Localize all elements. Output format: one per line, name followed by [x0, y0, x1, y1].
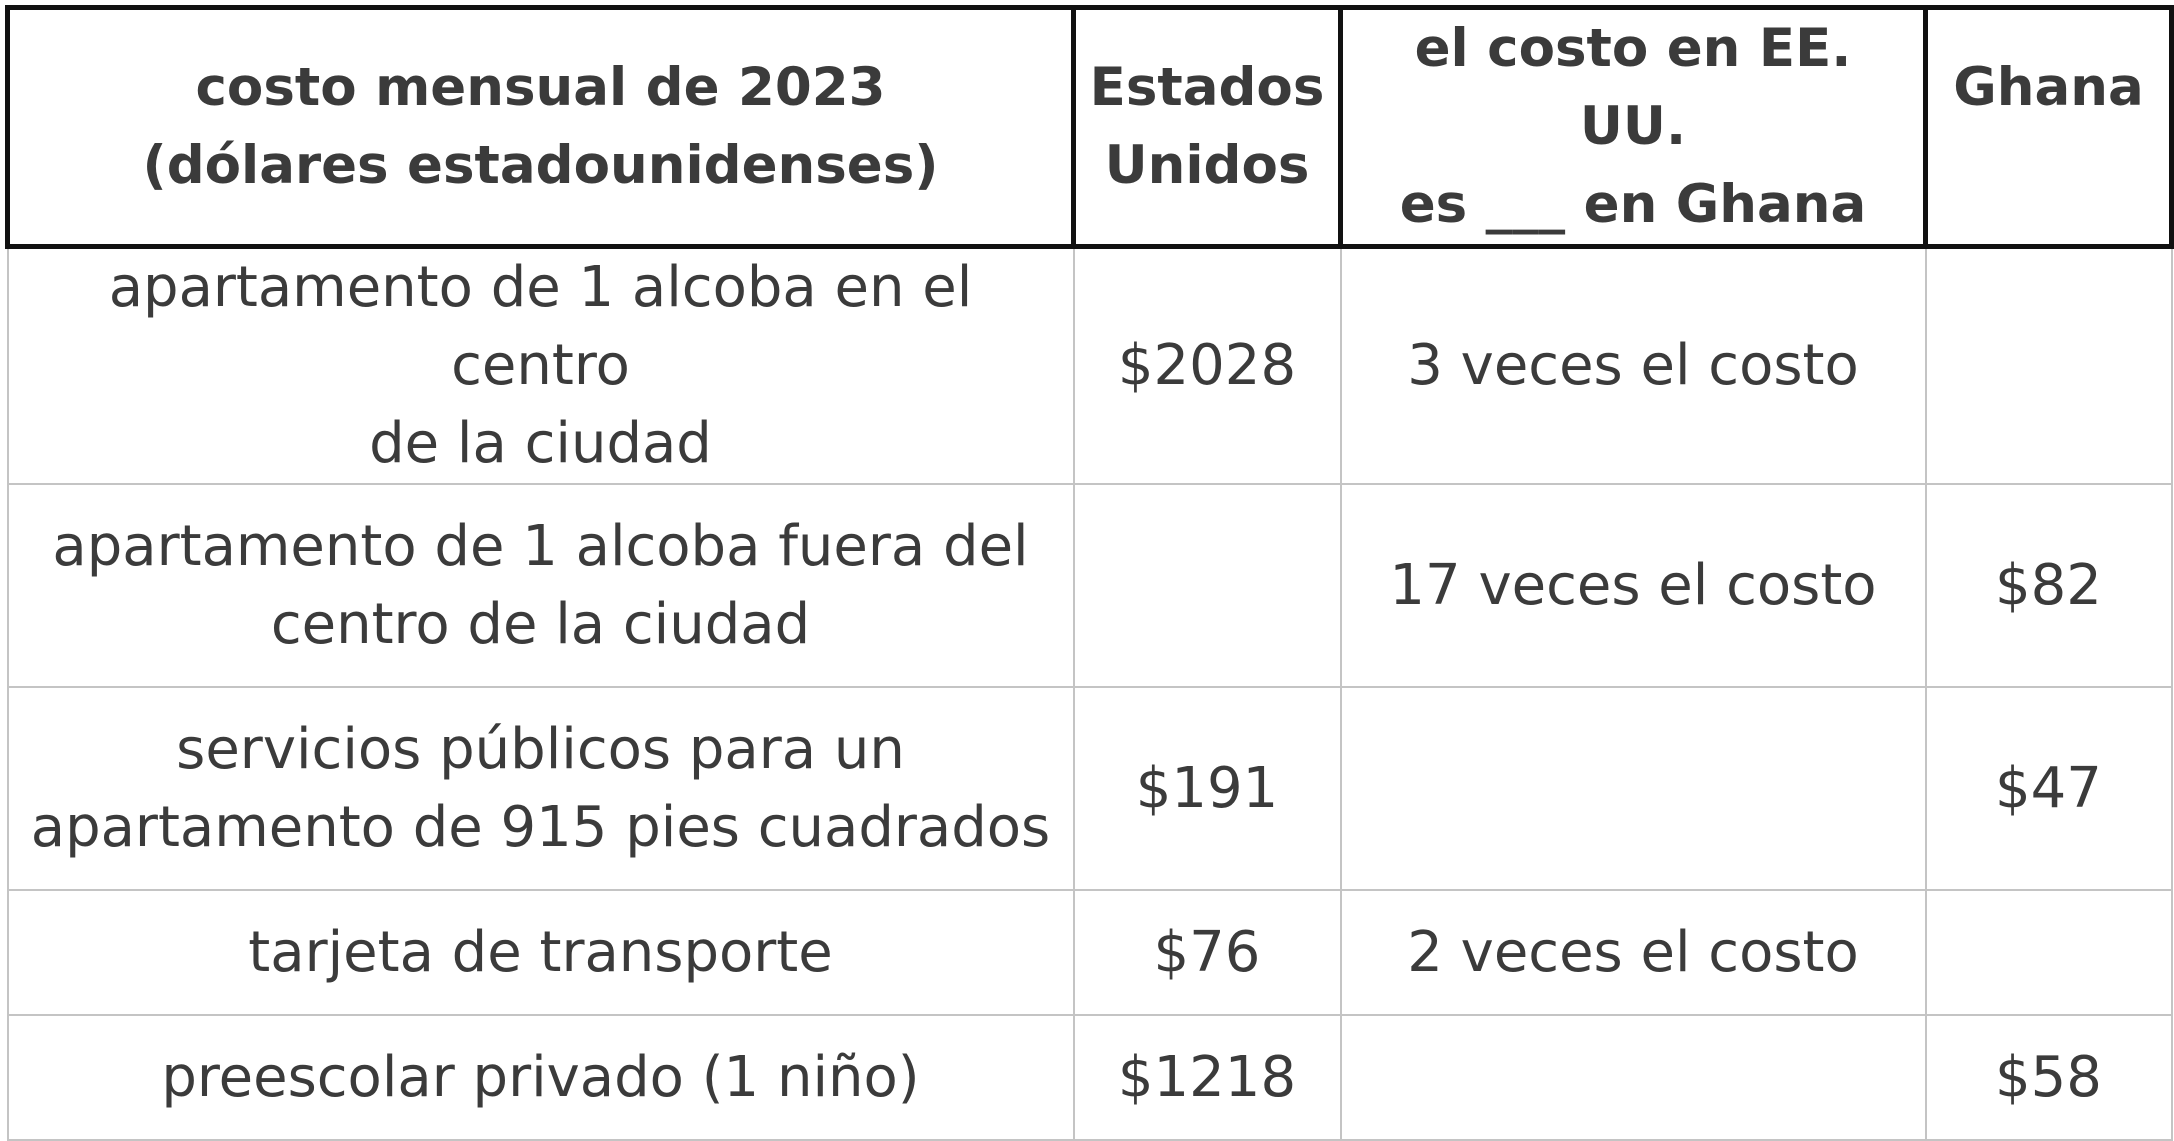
cell-ratio: 2 veces el costo: [1339, 889, 1927, 1016]
cell-item-line2: de la ciudad: [369, 411, 712, 476]
table-row: apartamento de 1 alcoba en el centro de …: [6, 246, 2173, 485]
header-us-line1: Estados: [1089, 57, 1325, 118]
cell-ratio: 3 veces el costo: [1339, 246, 1927, 485]
cell-item-line2: apartamento de 915 pies cuadrados: [30, 794, 1051, 860]
cell-item: tarjeta de transporte: [6, 889, 1075, 1016]
cell-ghana: [1924, 889, 2173, 1016]
table-row: servicios públicos para un apartamento d…: [6, 686, 2173, 891]
table-header: costo mensual de 2023 (dólares estadouni…: [5, 5, 2174, 249]
header-ratio-line1: el costo en EE. UU.: [1414, 18, 1852, 157]
header-us: Estados Unidos: [1071, 5, 1343, 249]
cell-us: $191: [1072, 686, 1342, 891]
cell-ghana: $47: [1924, 686, 2173, 891]
table-body: apartamento de 1 alcoba en el centro de …: [6, 246, 2173, 1141]
cell-ratio: 17 veces el costo: [1339, 483, 1927, 688]
cell-ratio: [1339, 1014, 1927, 1141]
header-row: costo mensual de 2023 (dólares estadouni…: [5, 5, 2174, 249]
cell-us: $2028: [1072, 246, 1342, 485]
cell-ratio: [1339, 686, 1927, 891]
header-us-line2: Unidos: [1104, 135, 1310, 196]
header-ghana-line2: [2039, 135, 2057, 196]
header-ratio: el costo en EE. UU. es ___ en Ghana: [1338, 5, 1928, 249]
header-ghana: Ghana: [1923, 5, 2174, 249]
cell-ghana: [1924, 246, 2173, 485]
cell-item-line1: apartamento de 1 alcoba fuera del: [52, 513, 1029, 579]
header-item-line1: costo mensual de 2023: [195, 57, 886, 118]
cell-item: servicios públicos para un apartamento d…: [6, 686, 1075, 891]
cell-ghana: $82: [1924, 483, 2173, 688]
table-row: preescolar privado (1 niño) $1218 $58: [6, 1014, 2173, 1141]
table-row: apartamento de 1 alcoba fuera del centro…: [6, 483, 2173, 688]
cell-item-line1: apartamento de 1 alcoba en el centro: [108, 255, 973, 398]
cell-item: preescolar privado (1 niño): [6, 1014, 1075, 1141]
cell-ghana: $58: [1924, 1014, 2173, 1141]
header-ghana-line1: Ghana: [1953, 57, 2144, 118]
cost-comparison-table: costo mensual de 2023 (dólares estadouni…: [5, 5, 2174, 1141]
cell-item-line1: servicios públicos para un: [176, 716, 905, 782]
cell-item: apartamento de 1 alcoba fuera del centro…: [6, 483, 1075, 688]
cell-us: [1072, 483, 1342, 688]
header-item-line2: (dólares estadounidenses): [142, 135, 939, 196]
header-ratio-line2: es ___ en Ghana: [1399, 174, 1867, 235]
cell-item-line2: centro de la ciudad: [270, 591, 811, 657]
header-item: costo mensual de 2023 (dólares estadouni…: [5, 5, 1076, 249]
table-row: tarjeta de transporte $76 2 veces el cos…: [6, 889, 2173, 1016]
cell-us: $1218: [1072, 1014, 1342, 1141]
cell-us: $76: [1072, 889, 1342, 1016]
cell-item: apartamento de 1 alcoba en el centro de …: [6, 246, 1075, 485]
